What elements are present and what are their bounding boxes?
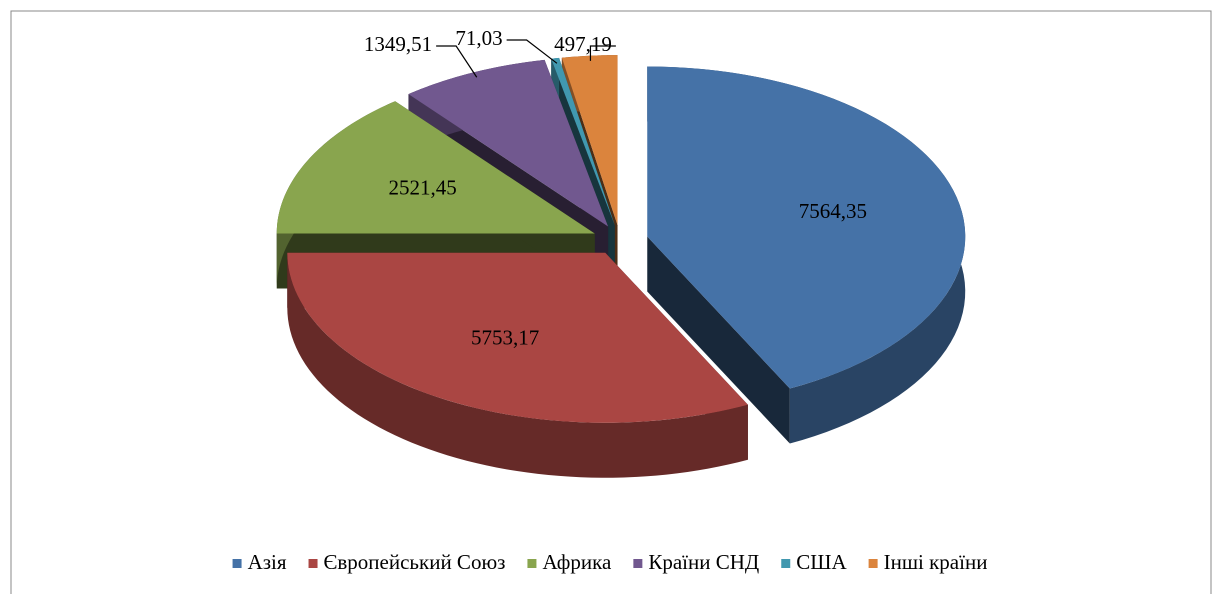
slice-wall xyxy=(287,252,748,478)
legend-swatch xyxy=(308,559,318,568)
leader-line xyxy=(436,45,478,78)
slice xyxy=(287,252,748,423)
legend-label: США xyxy=(796,550,847,574)
legend-swatch xyxy=(232,559,242,568)
legend-swatch xyxy=(781,559,791,568)
slice xyxy=(561,55,618,226)
slice-side xyxy=(647,236,790,444)
data-label: 5753,17 xyxy=(471,325,539,349)
data-label: 71,03 xyxy=(455,26,502,50)
legend-label: Країни СНД xyxy=(648,550,759,574)
legend-label: Європейський Союз xyxy=(324,550,506,574)
slice xyxy=(276,101,595,234)
legend-label: Інші країни xyxy=(884,550,988,574)
data-label: 7564,35 xyxy=(799,199,867,223)
slice xyxy=(408,59,609,227)
data-label: 1349,51 xyxy=(364,32,432,56)
legend-swatch xyxy=(633,559,643,568)
leader-line xyxy=(506,39,558,64)
chart-frame xyxy=(10,10,1212,594)
slice xyxy=(647,66,966,389)
leader-line xyxy=(589,45,616,61)
legend-swatch xyxy=(527,559,537,568)
slice xyxy=(551,57,615,226)
data-label: 497,19 xyxy=(554,32,612,56)
data-label: 2521,45 xyxy=(388,175,456,199)
legend-label: Африка xyxy=(542,550,612,574)
legend-label: Азія xyxy=(248,550,287,574)
legend-swatch xyxy=(868,559,878,568)
